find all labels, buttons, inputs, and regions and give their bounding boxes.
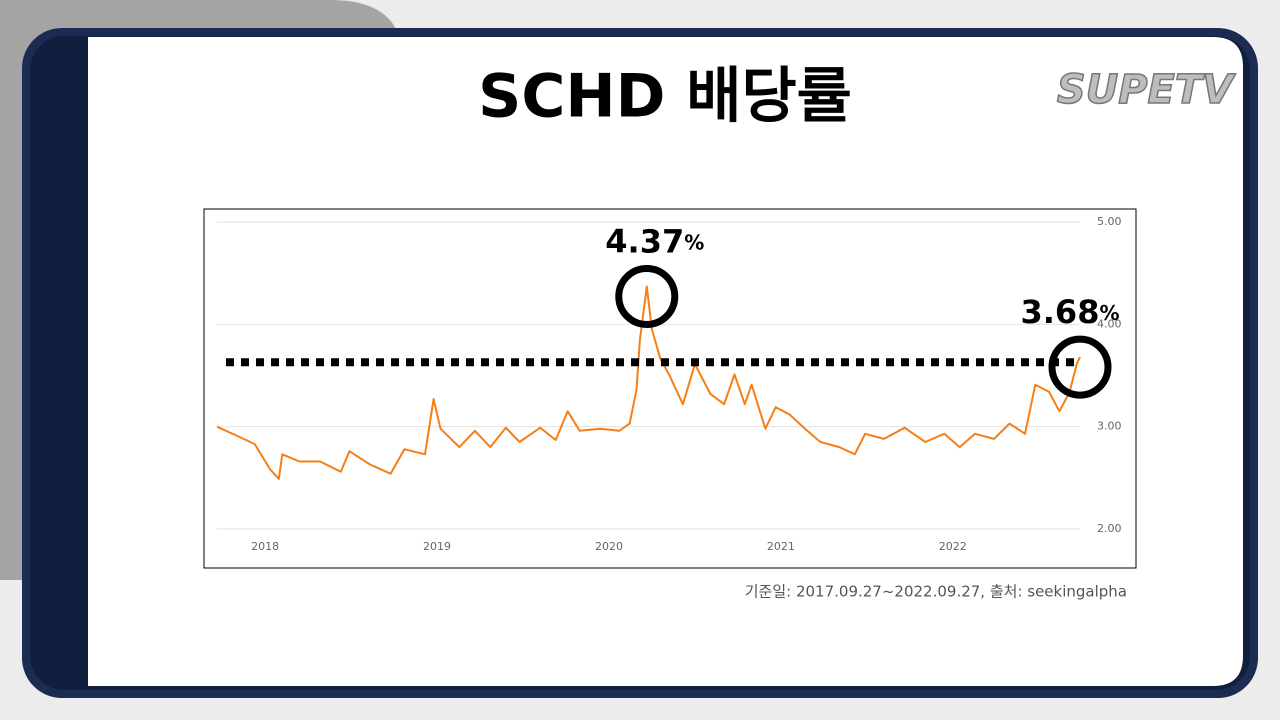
y-tick-label: 5.00	[1097, 215, 1122, 228]
y-tick-label: 3.00	[1097, 420, 1122, 433]
chart-box	[203, 208, 1137, 569]
x-tick-label: 2020	[595, 540, 623, 553]
annotation-unit: %	[684, 230, 704, 254]
source-note: 기준일: 2017.09.27~2022.09.27, 출처: seekinga…	[745, 583, 1127, 601]
annotation-circle	[1048, 335, 1112, 399]
annotation: 3.68%	[1021, 293, 1120, 331]
annotation-value: 3.68	[1021, 293, 1100, 331]
slide-title: SCHD 배당률	[478, 62, 852, 132]
logo: SUPETV	[1057, 67, 1236, 113]
annotation-circle	[615, 264, 679, 328]
x-tick-label: 2021	[767, 540, 795, 553]
x-tick-label: 2018	[251, 540, 279, 553]
annotation: 4.37%	[605, 222, 704, 260]
x-tick-label: 2022	[939, 540, 967, 553]
x-tick-label: 2019	[423, 540, 451, 553]
y-tick-label: 2.00	[1097, 522, 1122, 535]
annotation-unit: %	[1099, 301, 1119, 325]
data-line	[216, 285, 1081, 480]
annotation-value: 4.37	[605, 222, 684, 260]
y-tick-label: 4.00	[1097, 317, 1122, 330]
chart: 2.00 3.00 4.00 5.00 2018 2019 2020 2021 2022 4.37…	[216, 215, 1122, 553]
